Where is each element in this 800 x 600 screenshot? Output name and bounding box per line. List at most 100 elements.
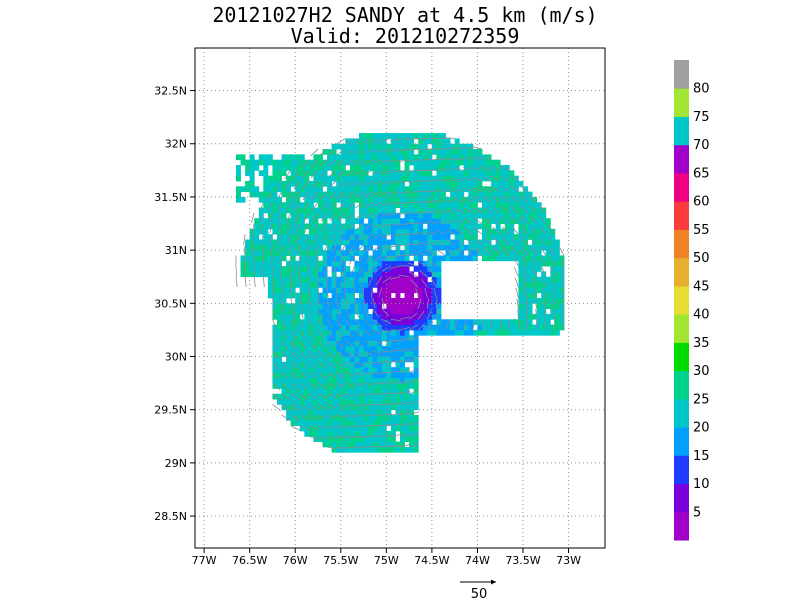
wind-vector xyxy=(472,207,483,214)
wind-cell xyxy=(263,180,269,187)
wind-cell xyxy=(290,271,296,278)
wind-cell xyxy=(418,196,424,203)
wind-cell xyxy=(409,149,415,155)
wind-cell xyxy=(299,207,305,214)
wind-vector xyxy=(272,329,278,340)
wind-vector xyxy=(327,159,337,167)
wind-cell xyxy=(281,298,287,304)
wind-cell xyxy=(518,191,524,198)
wind-cell xyxy=(368,234,374,240)
wind-cell xyxy=(377,207,383,214)
wind-cell xyxy=(395,170,401,177)
wind-cell xyxy=(436,292,442,299)
wind-cell xyxy=(272,165,278,171)
wind-cell xyxy=(331,228,337,235)
wind-cell xyxy=(327,228,333,235)
wind-vector xyxy=(312,223,319,233)
wind-cell xyxy=(409,377,415,384)
wind-cell xyxy=(322,324,328,331)
wind-cell xyxy=(345,202,351,208)
wind-cell xyxy=(318,319,323,325)
wind-cell xyxy=(349,212,355,219)
wind-cell xyxy=(290,329,296,336)
wind-cell xyxy=(313,250,319,256)
wind-cell xyxy=(331,196,337,203)
wind-cell xyxy=(304,196,310,203)
wind-cell xyxy=(331,292,337,299)
wind-vector xyxy=(281,329,287,340)
wind-cell xyxy=(536,255,542,262)
wind-cell xyxy=(363,308,369,315)
wind-cell xyxy=(236,186,241,193)
wind-cell xyxy=(272,191,278,198)
wind-cell xyxy=(377,367,383,373)
wind-vector xyxy=(500,196,510,203)
wind-cell xyxy=(372,351,378,357)
wind-vector xyxy=(336,372,346,378)
wind-cell xyxy=(409,356,415,363)
wind-cell xyxy=(277,399,282,405)
wind-cell xyxy=(359,388,364,395)
wind-vector xyxy=(552,287,556,299)
wind-vector xyxy=(408,335,419,341)
wind-cell xyxy=(400,430,405,437)
wind-cell xyxy=(400,196,405,203)
wind-vector xyxy=(528,205,537,214)
wind-vector xyxy=(372,169,382,175)
wind-vector xyxy=(472,166,483,171)
wind-cell xyxy=(272,287,278,294)
wind-cell xyxy=(472,149,478,155)
wind-cell xyxy=(359,308,364,315)
wind-cell xyxy=(340,377,346,384)
wind-vector xyxy=(294,212,301,223)
wind-cell xyxy=(418,313,424,320)
wind-vector xyxy=(372,180,382,186)
wind-cell xyxy=(254,165,260,171)
wind-cell xyxy=(559,303,565,310)
wind-cell xyxy=(336,441,342,448)
wind-cell xyxy=(504,191,510,198)
wind-vector xyxy=(559,266,565,277)
wind-cell xyxy=(518,308,524,315)
wind-cell xyxy=(295,313,301,320)
wind-vector xyxy=(453,178,464,182)
wind-cell xyxy=(349,399,355,405)
wind-cell xyxy=(363,143,369,150)
wind-cell xyxy=(550,298,556,304)
wind-cell xyxy=(327,298,333,304)
wind-cell xyxy=(272,180,278,187)
wind-vector xyxy=(372,361,383,364)
wind-cell xyxy=(418,244,424,251)
wind-cell xyxy=(286,186,292,193)
wind-cell xyxy=(286,367,292,373)
wind-cell xyxy=(386,250,392,256)
wind-vector xyxy=(543,298,547,309)
wind-cell xyxy=(527,218,533,224)
wind-cell xyxy=(477,186,483,193)
wind-cell xyxy=(340,399,346,405)
wind-cell xyxy=(349,393,355,400)
wind-cell xyxy=(390,250,396,256)
wind-cell xyxy=(286,388,292,395)
wind-cell xyxy=(249,180,255,187)
colorbar-swatch xyxy=(674,257,689,287)
wind-cell xyxy=(463,202,469,208)
wind-cell xyxy=(363,292,369,299)
wind-cell xyxy=(436,324,442,331)
wind-cell xyxy=(550,234,556,240)
wind-cell xyxy=(272,329,278,336)
wind-cell xyxy=(359,175,364,182)
wind-cell xyxy=(381,329,387,336)
wind-vector xyxy=(471,146,483,150)
wind-cell xyxy=(286,393,292,400)
wind-cell xyxy=(368,345,374,352)
wind-cell xyxy=(281,399,287,405)
wind-cell xyxy=(345,420,351,427)
wind-cell xyxy=(372,335,378,341)
wind-vector xyxy=(491,206,501,214)
wind-cell xyxy=(381,138,387,145)
wind-cell xyxy=(281,308,287,315)
wind-vector xyxy=(381,223,392,228)
wind-cell xyxy=(345,180,351,187)
wind-vector xyxy=(399,327,411,331)
